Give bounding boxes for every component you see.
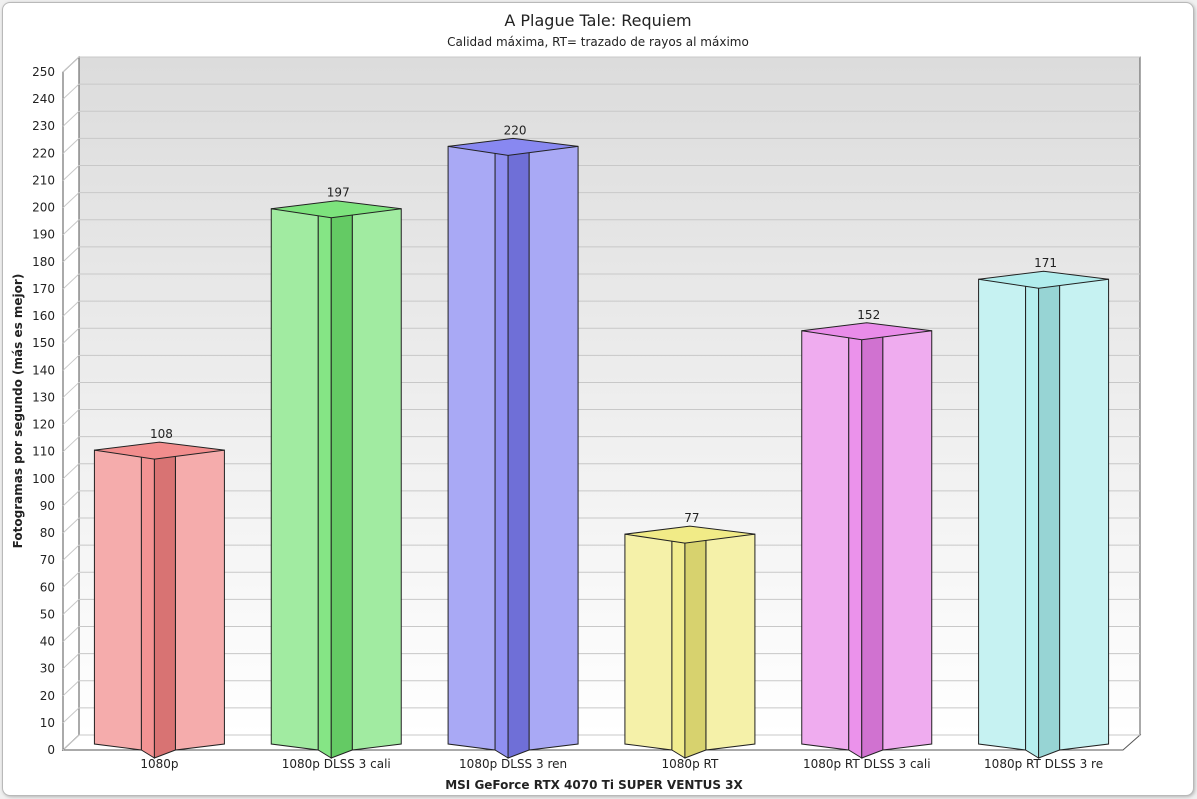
gridline-side	[62, 56, 80, 73]
bar-chart: 0 10 20 30 40 50 60 70 80 90 100 110 120 130 140 150 160…	[11, 11, 1142, 792]
x-category-label: 1080p RT DLSS 3 cali	[803, 757, 931, 771]
gridline-side	[62, 110, 80, 127]
gridline-side	[62, 137, 80, 154]
gridlines	[62, 56, 1140, 751]
value-label: 77	[684, 511, 699, 525]
y-tick-label: 170	[32, 282, 55, 296]
y-tick-label: 10	[40, 716, 55, 730]
y-tick-label: 120	[32, 418, 55, 432]
gridline-side	[62, 436, 80, 453]
bar	[801, 322, 933, 759]
y-tick-label: 200	[32, 201, 55, 215]
y-tick-label: 40	[40, 635, 55, 649]
value-labels: 108 197 220 77 152 171	[150, 123, 1057, 525]
bar	[270, 200, 402, 759]
y-tick-label: 110	[32, 445, 55, 459]
gridline-side	[62, 327, 80, 344]
chart-title: A Plague Tale: Requiem	[504, 11, 691, 30]
gridline-side	[62, 83, 80, 100]
gridline-side	[62, 354, 80, 371]
value-label: 171	[1034, 256, 1057, 270]
gridline-side	[62, 273, 80, 290]
y-tick-label: 150	[32, 336, 55, 350]
y-tick-label: 20	[40, 689, 55, 703]
bars	[93, 137, 1110, 759]
gridline-side	[62, 219, 80, 236]
y-tick-label: 130	[32, 390, 55, 404]
bar	[624, 525, 756, 759]
y-tick-label: 0	[47, 743, 55, 757]
x-axis-title: MSI GeForce RTX 4070 Ti SUPER VENTUS 3X	[445, 778, 743, 792]
y-tick-label: 90	[40, 499, 55, 513]
y-tick-label: 250	[32, 65, 55, 79]
gridline-side	[62, 517, 80, 534]
gridline-side	[62, 626, 80, 642]
bar	[978, 270, 1110, 759]
gridline-side	[62, 571, 80, 588]
y-tick-label: 230	[32, 119, 55, 133]
y-tick-label: 190	[32, 228, 55, 242]
gridline-side	[62, 246, 80, 263]
gridline-side	[62, 382, 80, 398]
x-category-label: 1080p DLSS 3 cali	[282, 757, 391, 771]
value-label: 152	[857, 308, 880, 322]
x-category-label: 1080p RT	[662, 757, 719, 771]
gridline-side	[62, 599, 80, 615]
y-tick-label: 50	[40, 607, 55, 621]
bar	[93, 441, 225, 759]
x-axis-categories: 1080p 1080p DLSS 3 cali 1080p DLSS 3 ren 10…	[140, 757, 1103, 771]
gridline-side	[62, 463, 80, 480]
gridline-side	[62, 165, 80, 181]
y-tick-label: 80	[40, 526, 55, 540]
value-label: 108	[150, 427, 173, 441]
value-label: 220	[504, 123, 527, 137]
y-tick-label: 100	[32, 472, 55, 486]
y-axis-ticks: 0 10 20 30 40 50 60 70 80 90 100 110 120 130 140 150 160…	[32, 65, 55, 757]
y-tick-label: 60	[40, 580, 55, 594]
gridline-side	[62, 409, 80, 425]
y-tick-label: 140	[32, 363, 55, 377]
x-category-label: 1080p DLSS 3 ren	[459, 757, 567, 771]
gridline-side	[62, 544, 80, 561]
gridline-side	[62, 300, 80, 317]
x-category-label: 1080p RT DLSS 3 re	[984, 757, 1103, 771]
bar	[447, 137, 579, 759]
gridline-side	[62, 490, 80, 507]
value-label: 197	[327, 186, 350, 200]
gridline-side	[62, 192, 80, 208]
chart-subtitle: Calidad máxima, RT= trazado de rayos al …	[447, 35, 749, 49]
gridline-side	[62, 680, 80, 697]
y-tick-label: 240	[32, 92, 55, 106]
y-tick-label: 210	[32, 173, 55, 187]
y-tick-label: 70	[40, 553, 55, 567]
gridline-side	[62, 707, 80, 724]
gridline-side	[62, 734, 80, 751]
gridline-side	[62, 653, 80, 670]
x-category-label: 1080p	[140, 757, 178, 771]
left-wall	[62, 55, 80, 752]
y-axis-title: Fotogramas por segundo (más es mejor)	[11, 274, 25, 549]
y-tick-label: 160	[32, 309, 55, 323]
y-tick-label: 180	[32, 255, 55, 269]
y-tick-label: 220	[32, 146, 55, 160]
y-tick-label: 30	[40, 662, 55, 676]
